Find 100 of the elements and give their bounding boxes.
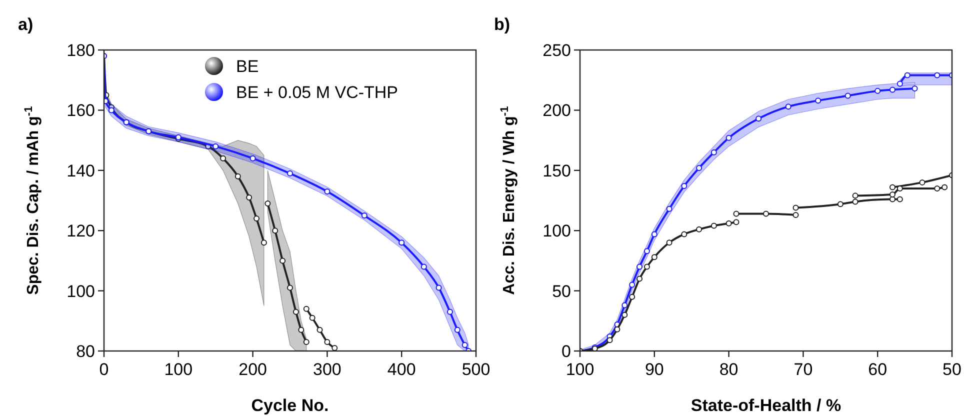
point [889,196,896,202]
point [614,326,620,332]
point [733,210,740,217]
point [212,143,219,150]
point [756,116,762,122]
point [710,222,717,229]
point [332,344,338,351]
point [420,264,427,270]
y-tick-label: 100 [542,222,571,241]
point [254,216,260,222]
point [309,314,316,321]
y-tick-label: 180 [66,41,95,60]
point [792,212,799,218]
point [681,183,688,190]
y-tick-label: 50 [552,282,571,301]
point [324,338,330,345]
point [815,98,822,104]
point [852,192,858,199]
point [398,240,405,246]
chart-title: b) [494,15,510,34]
point [462,342,468,348]
point [629,282,636,288]
point [733,219,740,226]
y-tick-label: 120 [66,222,95,241]
point [644,264,650,270]
point [250,155,256,162]
x-tick-label: 400 [387,360,416,379]
point [852,198,858,205]
point [919,179,926,186]
point [904,72,910,78]
point [324,188,330,194]
point [280,258,286,264]
point [292,308,299,315]
point [454,326,460,333]
point [446,308,453,315]
point [942,184,948,190]
point [934,185,940,192]
point [644,248,650,254]
point [622,312,628,318]
point [436,284,442,291]
point [681,231,688,238]
point [651,254,658,260]
x-tick-label: 80 [719,360,738,379]
x-tick-label: 70 [794,360,813,379]
x-tick-label: 0 [99,360,109,379]
point [726,134,732,141]
point [696,164,702,171]
point [287,170,293,176]
point [651,231,658,238]
y-tick-label: 160 [66,101,95,120]
point [792,204,799,211]
point [666,240,672,246]
point [287,284,293,291]
y-tick-label: 140 [66,161,95,180]
point [666,206,672,212]
point [220,155,226,162]
point [696,226,702,232]
point [889,184,896,190]
point [264,200,271,207]
point [272,228,278,234]
point [889,191,896,198]
x-tick-label: 100 [566,360,594,379]
point [622,302,628,308]
point [606,337,613,344]
point [874,88,881,94]
y-tick-label: 200 [542,101,571,120]
point [629,294,636,300]
legend-label: BE [236,57,259,76]
x-tick-label: 50 [942,360,962,379]
point [108,107,114,114]
point [303,338,310,345]
point [260,240,267,246]
x-tick-label: 60 [868,360,888,379]
point [896,196,903,202]
x-tick-label: 500 [462,360,490,379]
point [726,220,732,226]
point [785,104,792,110]
point [361,212,368,219]
x-axis-title: State-of-Health / % [690,396,842,415]
point [763,210,769,217]
point [636,264,643,270]
point [889,86,896,93]
y-tick-label: 100 [66,282,95,301]
point [298,326,304,333]
point [934,72,940,78]
point [246,194,252,200]
x-tick-label: 300 [313,360,342,379]
chart-title: a) [18,15,34,34]
point [234,173,241,180]
x-tick-label: 90 [644,360,664,379]
point [837,201,844,208]
x-tick-label: 200 [238,360,267,379]
point [303,306,310,312]
x-tick-label: 100 [164,360,193,379]
point [844,92,851,99]
point [912,86,918,92]
y-tick-label: 150 [542,161,571,180]
legend-label: BE + 0.05 M VC-THP [236,83,398,102]
y-tick-label: 80 [76,342,95,361]
point [710,149,717,156]
